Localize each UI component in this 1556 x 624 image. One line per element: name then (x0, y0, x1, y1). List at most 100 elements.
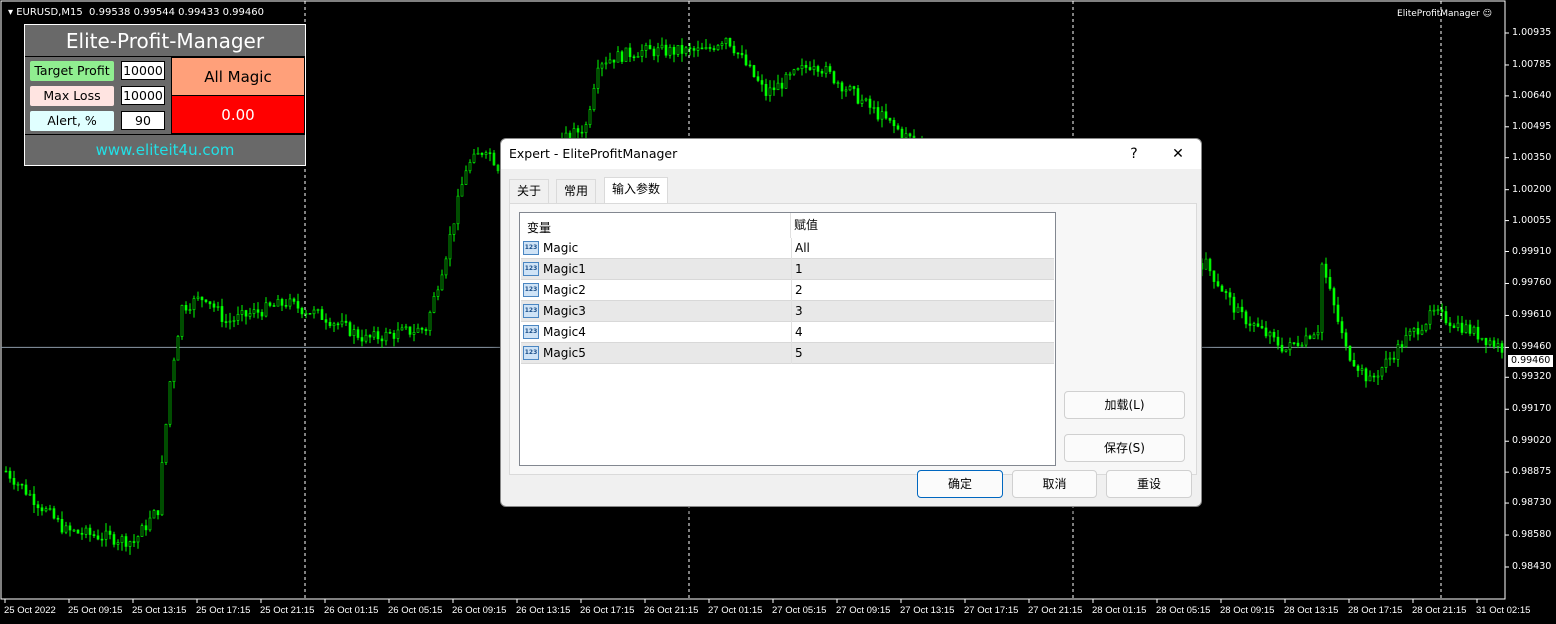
ea-name: EliteProfitManager (1397, 9, 1480, 19)
candle-body (828, 66, 832, 72)
candle-body (456, 195, 460, 225)
candle-body (216, 306, 220, 308)
parameter-row[interactable]: 123 Magic3 3 (521, 301, 1054, 322)
parameter-row[interactable]: 123 Magic1 1 (521, 259, 1054, 280)
all-magic-button[interactable]: All Magic (171, 57, 305, 96)
candle-body (1484, 337, 1488, 346)
save-button[interactable]: 保存(S) (1064, 434, 1185, 462)
candle-body (368, 334, 372, 338)
website-link[interactable]: www.eliteit4u.com (25, 134, 305, 165)
time-label: 28 Oct 21:15 (1412, 605, 1467, 616)
alert-input[interactable]: 90 (121, 111, 165, 130)
candle-body (384, 331, 388, 342)
cancel-button[interactable]: 取消 (1012, 470, 1097, 498)
target-profit-input[interactable]: 10000 (121, 61, 165, 80)
candle-body (1312, 334, 1316, 339)
chart-symbol-header: ▾ EURUSD,M15 0.99538 0.99544 0.99433 0.9… (8, 7, 264, 18)
column-value[interactable]: 赋值 (790, 213, 818, 238)
candle-body (852, 86, 856, 89)
price-label: 0.98730 (1512, 497, 1552, 509)
candle-body (1264, 327, 1268, 337)
candle-body (176, 336, 180, 361)
candle-body (812, 66, 816, 70)
candle-body (1460, 322, 1464, 333)
close-button[interactable]: ✕ (1172, 146, 1184, 162)
candle-body (224, 321, 228, 323)
parameter-value[interactable]: 3 (791, 301, 803, 322)
candle-body (296, 301, 300, 309)
candle-body (316, 309, 320, 311)
candle-body (64, 525, 68, 533)
candle-body (108, 530, 112, 535)
candle-body (1424, 323, 1428, 331)
candle-body (464, 170, 468, 185)
candle-body (608, 59, 612, 64)
help-button[interactable]: ? (1130, 146, 1138, 162)
parameter-value[interactable]: 2 (791, 280, 803, 301)
parameter-name: Magic (543, 241, 579, 255)
parameter-row[interactable]: 123 Magic All (521, 238, 1054, 259)
candle-body (68, 525, 72, 531)
reset-button[interactable]: 重设 (1106, 470, 1192, 498)
candle-body (1416, 328, 1420, 335)
parameter-value[interactable]: 1 (791, 259, 803, 280)
parameter-value[interactable]: 5 (791, 343, 803, 364)
candle-body (56, 517, 60, 520)
candle-body (1436, 309, 1440, 312)
price-label: 1.00055 (1512, 214, 1552, 226)
integer-type-icon: 123 (523, 325, 539, 339)
candle-body (1332, 288, 1336, 306)
candle-body (688, 47, 692, 50)
candle-body (1384, 358, 1388, 368)
candle-body (868, 98, 872, 108)
parameter-row[interactable]: 123 Magic2 2 (521, 280, 1054, 301)
candle-body (620, 51, 624, 62)
time-label: 26 Oct 09:15 (452, 605, 507, 616)
candle-body (1240, 306, 1244, 313)
price-label: 1.00935 (1512, 27, 1552, 38)
current-price-label: 0.99460 (1508, 355, 1554, 368)
candle-body (72, 529, 76, 532)
candle-body (1492, 340, 1496, 347)
candle-body (48, 508, 52, 510)
parameter-name: Magic1 (543, 262, 586, 276)
parameter-value[interactable]: All (791, 238, 810, 259)
candle-body (1288, 342, 1292, 351)
tab-inputs[interactable]: 输入参数 (604, 177, 669, 204)
ok-button[interactable]: 确定 (917, 470, 1003, 498)
candle-body (340, 320, 344, 325)
candle-body (632, 56, 636, 59)
candle-body (200, 296, 204, 301)
candle-body (484, 152, 488, 155)
load-button[interactable]: 加载(L) (1064, 391, 1185, 419)
candle-body (1344, 332, 1348, 347)
candle-body (668, 47, 672, 56)
parameter-value[interactable]: 4 (791, 322, 803, 343)
ohlc-values: 0.99538 0.99544 0.99433 0.99460 (89, 7, 264, 18)
candle-body (780, 82, 784, 89)
candle-body (124, 536, 128, 547)
tab-about[interactable]: 关于 (509, 179, 550, 203)
candle-body (1476, 326, 1480, 340)
parameter-row[interactable]: 123 Magic5 5 (521, 343, 1054, 364)
candle-body (1380, 367, 1384, 377)
candle-body (424, 329, 428, 331)
candle-body (1304, 335, 1308, 346)
candle-body (1408, 331, 1412, 336)
candle-body (640, 50, 644, 57)
price-label: 1.00785 (1512, 58, 1552, 70)
tab-common[interactable]: 常用 (556, 179, 597, 203)
candle-body (824, 66, 828, 74)
candle-body (1244, 311, 1248, 325)
candle-body (724, 37, 728, 44)
column-variable[interactable]: 变量 (527, 221, 552, 235)
parameters-table[interactable]: 变量 赋值 123 Magic All 123 Magic1 1 123 Magic2 2 123… (519, 212, 1056, 466)
parameter-row[interactable]: 123 Magic4 4 (521, 322, 1054, 343)
candle-body (896, 125, 900, 130)
candle-body (1316, 331, 1320, 336)
candle-body (100, 538, 104, 541)
max-loss-input[interactable]: 10000 (121, 86, 165, 105)
candle-body (1392, 357, 1396, 360)
candle-body (1320, 263, 1324, 333)
ea-label[interactable]: EliteProfitManager ☺ (1397, 9, 1492, 19)
